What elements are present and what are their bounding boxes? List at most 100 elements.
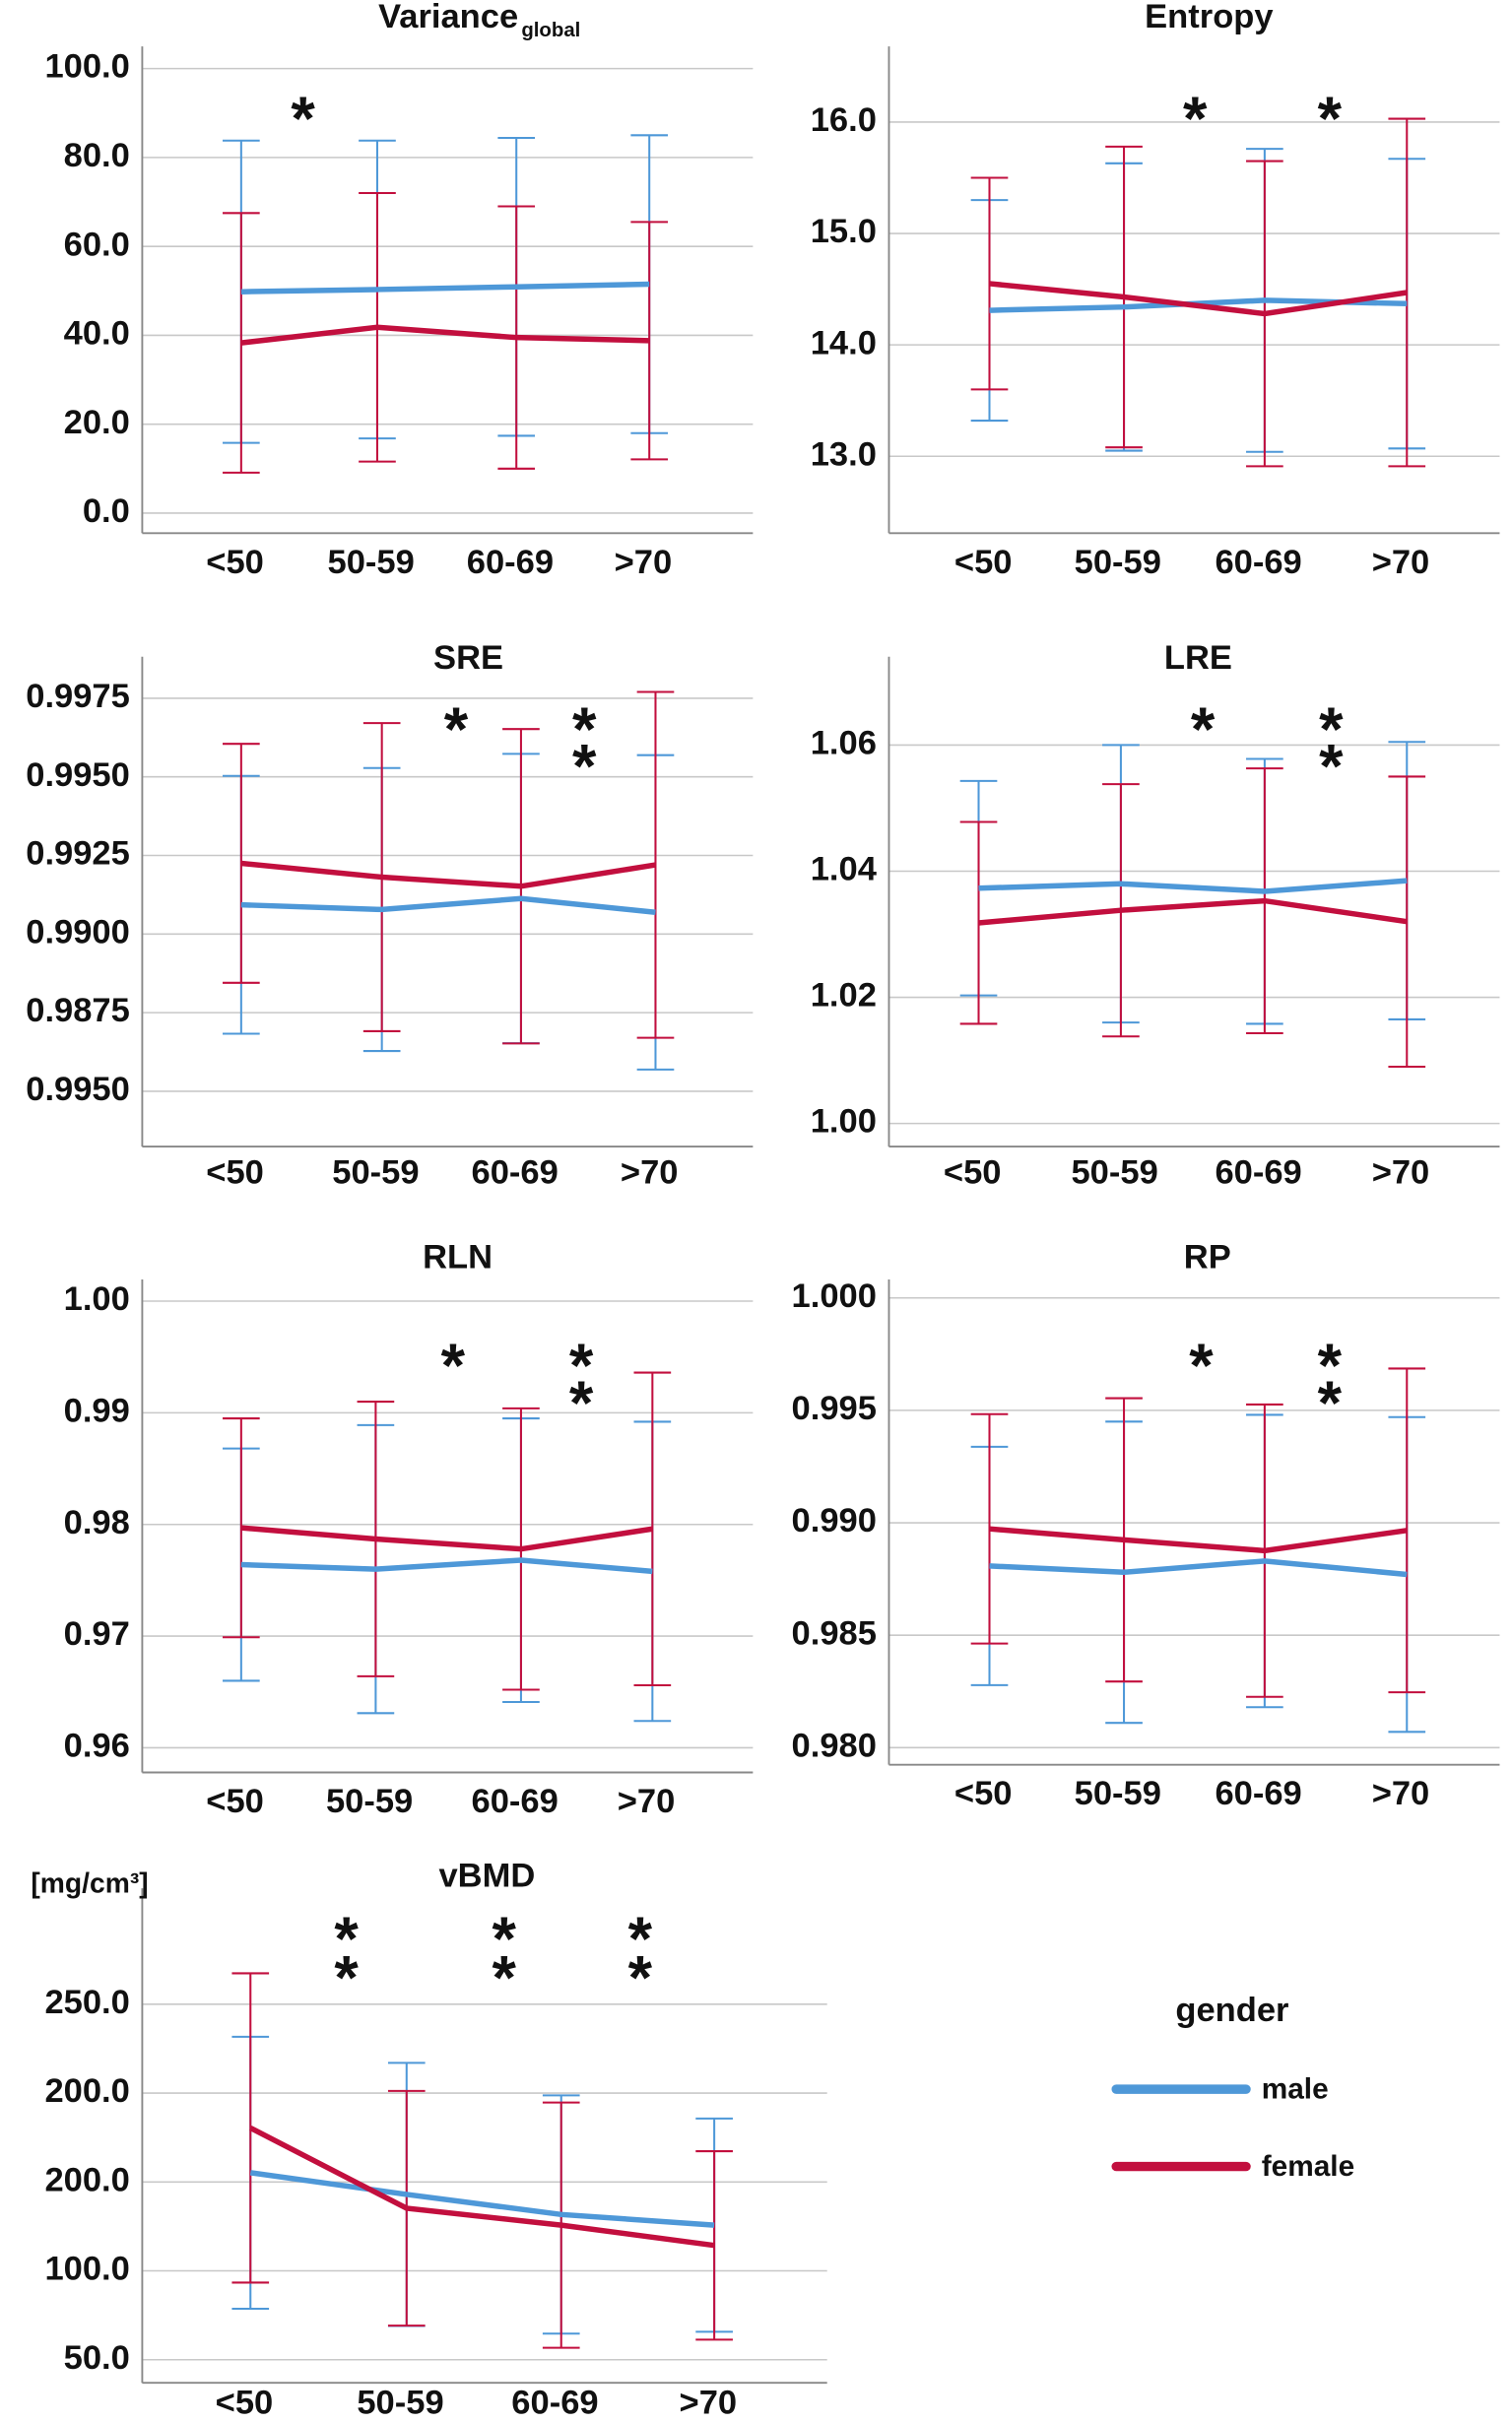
annotation: * [1183,85,1208,154]
y-tick-label: 0.995 [792,1390,877,1427]
x-tick-label: 50-59 [326,1783,413,1820]
annotation: * [572,695,597,764]
series-line [240,1557,653,1575]
y-tick-label: 0.9900 [26,913,130,950]
x-tick-label: 60-69 [1215,544,1301,581]
chart-title: Entropy [1145,0,1274,35]
legend-label: male [1262,2073,1329,2106]
series-line [240,281,650,295]
x-tick-label: >70 [1372,544,1430,581]
error-bar [959,820,998,1025]
chart-title: SRE [433,639,503,677]
chart-title: LRE [1164,639,1232,677]
x-tick-label: >70 [1372,1153,1430,1191]
x-tick-label: 50-59 [1075,1775,1161,1812]
x-tick-label: 60-69 [511,2384,598,2421]
annotation: * [569,1369,594,1438]
y-tick-label: 0.985 [792,1614,877,1652]
annotation: * [1318,1332,1343,1401]
chart-title-subscript: global [521,20,580,41]
x-tick-label: 50-59 [332,1153,419,1191]
annotation: * [628,1943,653,2012]
chart-title: RLN [423,1239,493,1277]
y-tick-label: 0.990 [792,1502,877,1539]
annotation: * [1191,695,1216,764]
chart-title: RP [1184,1239,1231,1277]
y-tick-label: 14.0 [811,324,877,361]
y-tick-label: 0.9875 [26,992,130,1029]
series-line [240,1525,653,1552]
y-tick-label: 80.0 [64,137,130,174]
x-tick-label: <50 [206,544,264,581]
series-line [240,895,656,916]
error-bar [223,1417,260,1639]
error-bar [630,221,669,461]
y-tick-label: 0.0 [83,492,130,530]
y-tick-label: 20.0 [64,404,130,441]
x-tick-label: 60-69 [472,1153,559,1191]
y-tick-label: 200.0 [44,2161,129,2198]
y-tick-label: 15.0 [811,213,877,250]
error-bar [970,1412,1009,1645]
y-tick-label: 100.0 [44,48,129,86]
series-line [978,878,1408,894]
y-tick-label: 0.980 [792,1727,877,1764]
x-tick-label: <50 [216,2384,274,2421]
annotation: * [441,1332,466,1401]
error-bar [223,743,260,984]
annotation: * [492,1943,516,2012]
x-tick-label: >70 [621,1153,679,1191]
y-tick-label: 16.0 [811,101,877,139]
y-tick-label: 0.96 [64,1728,130,1765]
x-tick-label: 60-69 [472,1783,559,1820]
annotation: * [291,85,315,154]
series-line [240,860,656,889]
annotation: * [569,1332,594,1401]
x-tick-label: 60-69 [1215,1153,1301,1191]
error-bar [223,212,260,474]
annotation: * [334,1943,359,2012]
x-tick-label: 50-59 [1071,1153,1157,1191]
x-tick-label: >70 [615,544,673,581]
y-tick-label: 1.04 [811,851,878,888]
annotation: * [1318,1369,1343,1438]
annotation: * [628,1905,653,1974]
series-line [989,281,1408,317]
annotation: * [1319,695,1344,764]
y-tick-label: 100.0 [44,2251,129,2288]
y-tick-label: 0.97 [64,1615,130,1653]
annotation: * [334,1905,359,1974]
y-tick-label: 50.0 [64,2339,130,2377]
x-tick-label: 50-59 [328,544,415,581]
y-tick-label: 200.0 [44,2072,129,2110]
y-tick-label: 1.02 [811,977,877,1015]
series-line [989,1526,1408,1554]
series-line [249,2170,715,2228]
y-tick-label: 1.00 [64,1280,130,1318]
series-line [978,897,1408,926]
annotation: * [1319,732,1344,801]
y-tick-label: 60.0 [64,226,130,263]
x-tick-label: 50-59 [1075,544,1161,581]
series-line [249,2125,715,2249]
chart-title: vBMD [438,1857,535,1894]
annotation: * [1189,1332,1214,1401]
x-tick-label: 60-69 [1215,1775,1301,1812]
legend-title: gender [1175,1992,1288,2029]
x-tick-label: >70 [1372,1775,1430,1812]
y-tick-label: 0.9950 [26,1071,130,1108]
series-line [240,324,650,346]
x-tick-label: <50 [954,544,1013,581]
y-axis-label: [mg/cm³] [31,1866,148,1898]
x-tick-label: >70 [618,1783,676,1820]
y-tick-label: 40.0 [64,315,130,353]
y-tick-label: 0.9950 [26,756,130,794]
annotation: * [492,1905,516,1974]
y-tick-label: 1.06 [811,725,877,762]
annotation: * [444,695,469,764]
series-line [989,1558,1408,1578]
y-tick-label: 0.9975 [26,678,130,715]
annotation: * [572,732,597,801]
y-tick-label: 1.00 [811,1103,877,1141]
